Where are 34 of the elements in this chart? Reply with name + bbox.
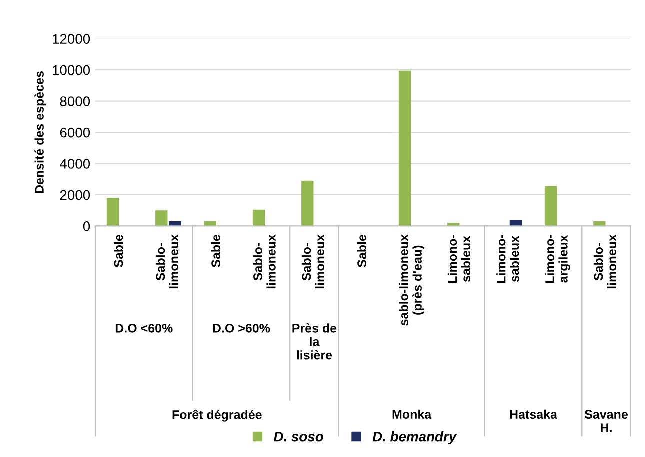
bar [156,210,168,226]
x-tick-label: Sable [357,234,366,268]
x-tick-label: Limono- sableux [496,235,520,283]
x-tick-label: Sable [114,234,124,268]
bar [302,180,314,226]
x-tick-label: Sablo- limoneux [156,234,179,289]
x-tick-label: Sablo- limoneux [302,234,325,289]
x-tick-label: Limono- sableux [448,235,471,283]
y-tick-label: 10000 [53,65,90,76]
text: Hatsaka [510,410,558,420]
text: Près de la lisière [292,324,337,360]
bar [106,198,120,226]
bar [544,186,558,226]
y-axis-title: Densité des espèces [34,72,46,194]
bar [398,70,412,226]
y-tick-label: 2000 [60,190,90,200]
text: D.O <60% [116,324,173,333]
legend-label: D. bemandry [372,432,458,444]
x-tick-label: sablo-limoneux (près d'eau) [399,234,424,326]
y-tick-label: 0 [83,222,90,232]
y-tick-label: 8000 [60,96,90,106]
text: Monka [392,410,432,420]
legend-label: D. soso [274,432,324,442]
x-tick-label: Sable [211,234,220,268]
y-tick-label: 6000 [60,128,90,138]
text: Savane H. [584,410,628,432]
x-tick-label: Sablo- limoneux [253,234,276,289]
text: Forêt dégradée [172,410,262,422]
x-tick-label: Sablo- limoneux [594,234,617,289]
y-tick-label: 4000 [60,159,90,169]
y-tick-label: 12000 [53,34,90,44]
bar [252,210,266,226]
text: D.O >60% [213,324,270,333]
x-tick-label: Limono- argileux [545,235,570,283]
